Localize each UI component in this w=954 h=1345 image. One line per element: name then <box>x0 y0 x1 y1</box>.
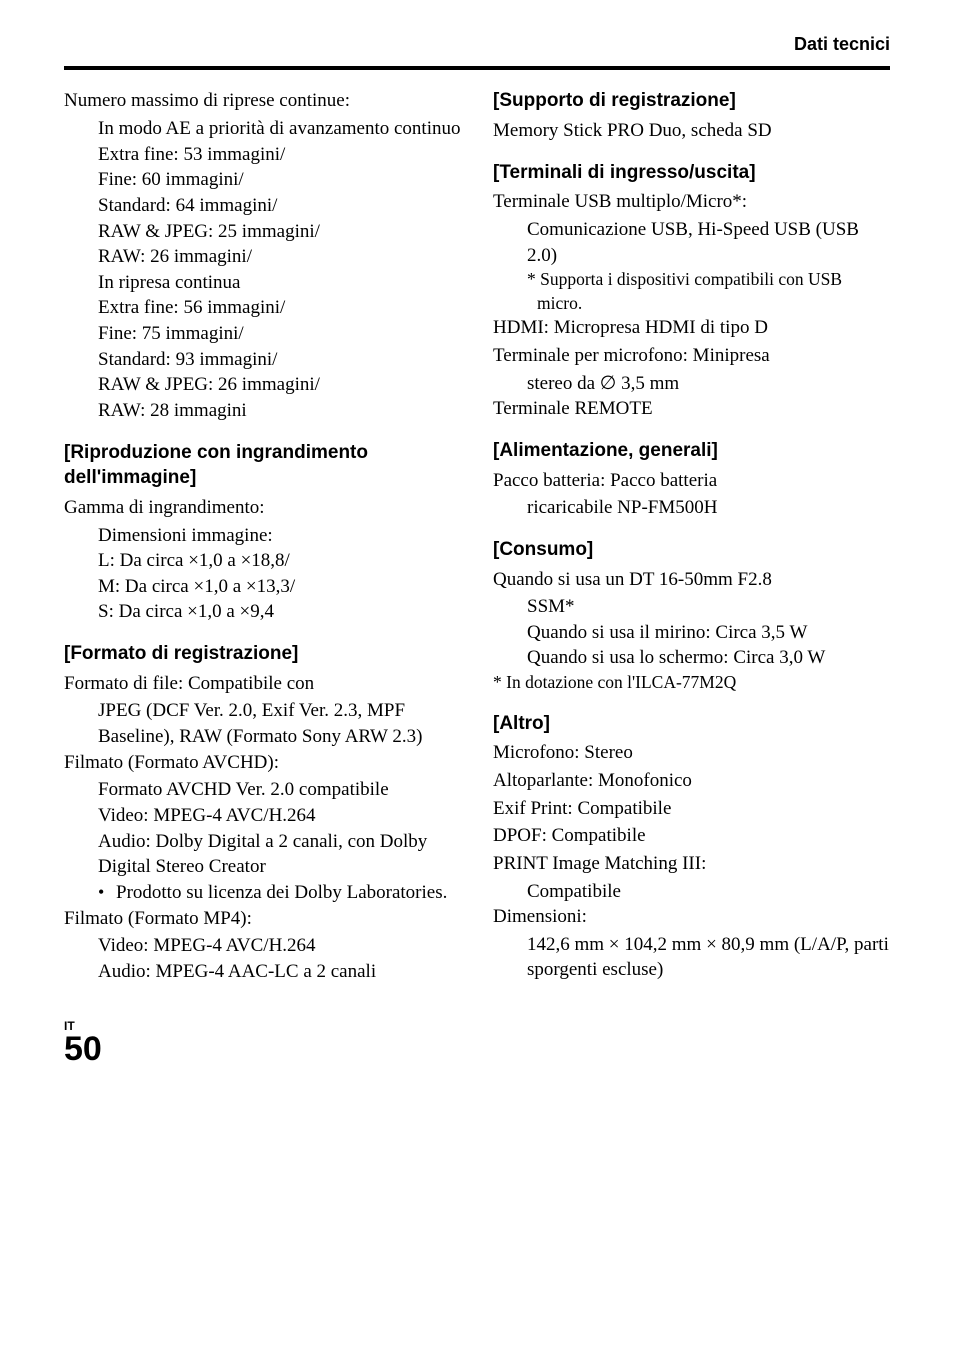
io-mic-line: stereo da ∅ 3,5 mm <box>493 371 890 397</box>
continuous-line-10: RAW & JPEG: 26 immagini/ <box>64 372 461 398</box>
recfmt-file-label: Formato di file: Compatibile con <box>64 671 461 697</box>
bullet-icon: • <box>98 880 116 906</box>
continuous-line-0: In modo AE a priorità di avanzamento con… <box>64 116 461 142</box>
continuous-line-1: Extra fine: 53 immagini/ <box>64 142 461 168</box>
consumption-line-2: Quando si usa lo schermo: Circa 3,0 W <box>493 645 890 671</box>
recfmt-mp4-line-1: Audio: MPEG-4 AAC-LC a 2 canali <box>64 959 461 985</box>
recfmt-avchd-line-1: Video: MPEG-4 AVC/H.264 <box>64 803 461 829</box>
zoom-line-2: M: Da circa ×1,0 a ×13,3/ <box>64 574 461 600</box>
other-line-0: Microfono: Stereo <box>493 740 890 766</box>
recfmt-avchd-line-0: Formato AVCHD Ver. 2.0 compatibile <box>64 777 461 803</box>
power-line: ricaricabile NP-FM500H <box>493 495 890 521</box>
io-usb-note: * Supporta i dispositivi compatibili con… <box>493 268 890 315</box>
left-column: Numero massimo di riprese continue: In m… <box>64 88 461 984</box>
continuous-label: Numero massimo di riprese continue: <box>64 88 461 114</box>
header-rule <box>64 66 890 70</box>
power-title: [Alimentazione, generali] <box>493 438 890 464</box>
zoom-line-3: S: Da circa ×1,0 a ×9,4 <box>64 599 461 625</box>
recfmt-file-line-0: JPEG (DCF Ver. 2.0, Exif Ver. 2.3, MPF B… <box>64 698 461 749</box>
consumption-line-1: Quando si usa il mirino: Circa 3,5 W <box>493 620 890 646</box>
page-footer: IT 50 <box>64 1020 890 1066</box>
content-columns: Numero massimo di riprese continue: In m… <box>64 88 890 984</box>
io-usb-line-0: Comunicazione USB, Hi-Speed USB (USB 2.0… <box>493 217 890 268</box>
header-title: Dati tecnici <box>64 32 890 56</box>
consumption-note: * In dotazione con l'ILCA-77M2Q <box>493 671 890 695</box>
consumption-line-0: SSM* <box>493 594 890 620</box>
recfmt-mp4-line-0: Video: MPEG-4 AVC/H.264 <box>64 933 461 959</box>
footer-page-number: 50 <box>64 1032 890 1066</box>
io-mic-label: Terminale per microfono: Minipresa <box>493 343 890 369</box>
other-print-label: PRINT Image Matching III: <box>493 851 890 877</box>
continuous-line-3: Standard: 64 immagini/ <box>64 193 461 219</box>
recfmt-mp4-label: Filmato (Formato MP4): <box>64 906 461 932</box>
io-usb-label: Terminale USB multiplo/Micro*: <box>493 189 890 215</box>
continuous-line-6: In ripresa continua <box>64 270 461 296</box>
continuous-line-8: Fine: 75 immagini/ <box>64 321 461 347</box>
other-dim-line-0: 142,6 mm × 104,2 mm × 80,9 mm (L/A/P, pa… <box>493 932 890 983</box>
other-line-3: DPOF: Compatibile <box>493 823 890 849</box>
other-line-1: Altoparlante: Monofonico <box>493 768 890 794</box>
zoom-line-0: Dimensioni immagine: <box>64 523 461 549</box>
recfmt-avchd-line-2: Audio: Dolby Digital a 2 canali, con Dol… <box>64 829 461 880</box>
consumption-label: Quando si usa un DT 16-50mm F2.8 <box>493 567 890 593</box>
other-title: [Altro] <box>493 711 890 737</box>
consumption-title: [Consumo] <box>493 537 890 563</box>
footer-lang: IT <box>64 1020 890 1032</box>
continuous-line-2: Fine: 60 immagini/ <box>64 167 461 193</box>
recfmt-title: [Formato di registrazione] <box>64 641 461 667</box>
continuous-line-5: RAW: 26 immagini/ <box>64 244 461 270</box>
continuous-line-4: RAW & JPEG: 25 immagini/ <box>64 219 461 245</box>
zoom-label: Gamma di ingrandimento: <box>64 495 461 521</box>
io-hdmi: HDMI: Micropresa HDMI di tipo D <box>493 315 890 341</box>
continuous-line-11: RAW: 28 immagini <box>64 398 461 424</box>
recfmt-avchd-bullet-text: Prodotto su licenza dei Dolby Laboratori… <box>116 880 461 906</box>
continuous-line-9: Standard: 93 immagini/ <box>64 347 461 373</box>
io-remote: Terminale REMOTE <box>493 396 890 422</box>
other-dim-label: Dimensioni: <box>493 904 890 930</box>
media-title: [Supporto di registrazione] <box>493 88 890 114</box>
zoom-title: [Riproduzione con ingrandimento dell'imm… <box>64 440 461 491</box>
power-label: Pacco batteria: Pacco batteria <box>493 468 890 494</box>
other-print-line: Compatibile <box>493 879 890 905</box>
zoom-line-1: L: Da circa ×1,0 a ×18,8/ <box>64 548 461 574</box>
right-column: [Supporto di registrazione] Memory Stick… <box>493 88 890 984</box>
recfmt-avchd-label: Filmato (Formato AVCHD): <box>64 750 461 776</box>
media-text: Memory Stick PRO Duo, scheda SD <box>493 118 890 144</box>
recfmt-avchd-bullet: • Prodotto su licenza dei Dolby Laborato… <box>64 880 461 906</box>
other-line-2: Exif Print: Compatibile <box>493 796 890 822</box>
continuous-line-7: Extra fine: 56 immagini/ <box>64 295 461 321</box>
io-title: [Terminali di ingresso/uscita] <box>493 160 890 186</box>
